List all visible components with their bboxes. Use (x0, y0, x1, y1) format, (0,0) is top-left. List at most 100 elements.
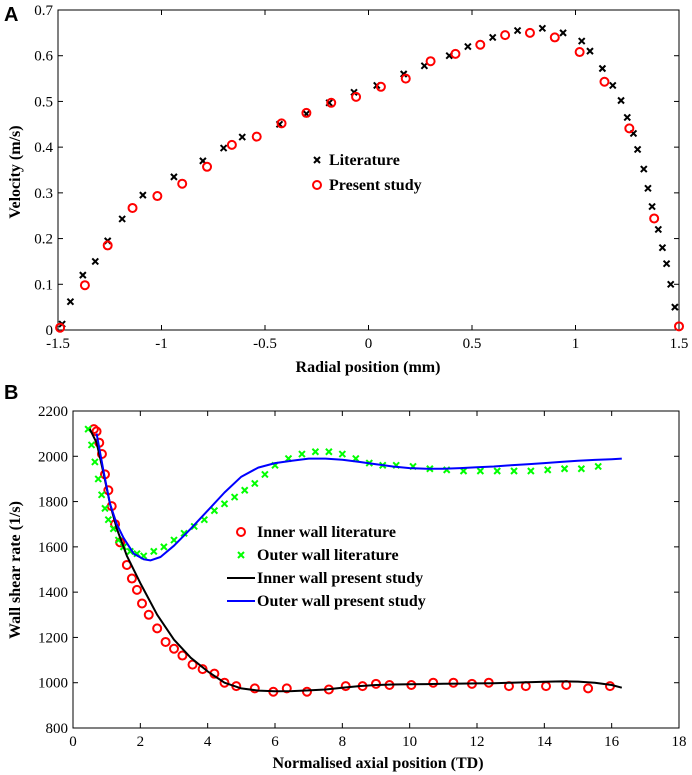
data-point-cross (648, 202, 656, 211)
data-point-circle (276, 118, 287, 129)
data-point-circle (371, 678, 381, 689)
data-point-cross (210, 506, 219, 515)
y-tick-label: 2200 (38, 404, 68, 420)
data-point-circle (599, 76, 610, 87)
data-point-cross (644, 184, 652, 192)
data-point-circle (219, 677, 230, 688)
data-point-cross (640, 165, 648, 173)
data-point-circle (351, 91, 362, 102)
data-point-circle (127, 202, 138, 213)
legend-label: Outer wall literature (257, 547, 399, 564)
data-point-circle (301, 686, 312, 697)
data-point-cross (101, 504, 109, 513)
data-point-cross (251, 479, 259, 488)
x-tick-label: 8 (339, 734, 347, 750)
data-point-cross (170, 536, 178, 544)
x-tick-label: 2 (137, 734, 145, 750)
series-present-study (55, 27, 684, 333)
data-point-circle (197, 664, 208, 675)
y-tick-label: 1200 (38, 630, 68, 646)
legend-label: Literature (329, 152, 400, 169)
data-point-cross (338, 450, 347, 458)
data-point-circle (475, 39, 486, 50)
data-point-cross (538, 24, 547, 32)
data-point-circle (524, 27, 535, 38)
y-tick-label: 1000 (38, 676, 68, 692)
legend-item: Present study (312, 177, 422, 194)
data-point-circle (326, 97, 337, 108)
legend-item: Literature (313, 152, 400, 169)
legend-label: Inner wall literature (257, 524, 396, 541)
data-point-cross (560, 465, 569, 473)
data-point-cross (464, 42, 472, 51)
data-point-circle (152, 191, 163, 202)
panel-b-x-axis-title: Normalised axial position (TD) (272, 755, 483, 772)
panel-a-letter: A (4, 4, 18, 26)
data-point-cross (261, 470, 269, 479)
data-point-cross (298, 450, 306, 458)
data-point-circle (160, 636, 171, 647)
data-point-cross (633, 145, 642, 154)
panel-b-y-axis-title: Wall shear rate (1/s) (7, 501, 24, 639)
data-point-cross (97, 491, 106, 499)
legend-item: Outer wall present study (227, 593, 426, 610)
data-point-circle (251, 131, 262, 142)
data-point-circle (674, 321, 684, 332)
data-point-cross (311, 448, 320, 456)
data-point-cross (220, 500, 229, 508)
data-point-cross (662, 260, 671, 268)
data-point-circle (137, 598, 148, 609)
data-point-cross (493, 467, 501, 475)
data-point-cross (87, 441, 96, 449)
data-point-cross (126, 547, 134, 556)
data-point-circle (624, 123, 635, 134)
data-point-circle (425, 56, 436, 67)
data-point-circle (400, 73, 411, 84)
data-point-circle (102, 240, 113, 251)
data-point-cross (658, 244, 667, 252)
legend-marker-swatch (236, 527, 246, 537)
data-point-cross (577, 465, 586, 473)
data-point-circle (301, 107, 312, 118)
panel-a-legend: Literature Present study (312, 152, 422, 194)
data-point-cross (609, 81, 617, 90)
panel-a-x-axis-title: Radial position (mm) (296, 359, 441, 376)
data-point-cross (488, 33, 497, 42)
data-point-circle (428, 677, 439, 688)
y-tick-label: 0.3 (34, 186, 53, 202)
series-line (88, 428, 623, 693)
data-point-circle (649, 213, 660, 224)
data-point-cross (325, 448, 333, 456)
x-tick-label: 14 (537, 734, 553, 750)
data-point-cross (66, 297, 75, 306)
y-tick-label: 0.2 (34, 232, 53, 248)
y-tick-label: 1400 (38, 585, 68, 601)
data-point-cross (543, 466, 552, 474)
x-tick-label: 1.5 (670, 336, 689, 352)
data-point-cross (150, 547, 158, 556)
data-point-cross (91, 458, 99, 466)
data-point-cross (240, 486, 249, 494)
y-tick-label: 0.5 (34, 94, 53, 110)
data-point-circle (583, 683, 594, 694)
data-point-circle (177, 178, 188, 189)
panel-b-letter: B (4, 382, 18, 404)
x-tick-label: 12 (470, 734, 485, 750)
data-point-cross (139, 191, 147, 199)
legend-marker-swatch (313, 156, 321, 164)
y-tick-label: 0.7 (34, 3, 53, 19)
data-point-cross (559, 29, 567, 37)
legend-item: Inner wall literature (236, 524, 396, 541)
data-point-cross (513, 26, 522, 35)
data-point-cross (104, 515, 113, 524)
data-point-cross (118, 215, 126, 223)
panel-a-y-axis-title: Velocity (m/s) (7, 125, 24, 218)
data-point-circle (187, 659, 198, 670)
data-point-circle (226, 139, 237, 150)
panel-b-plot-area: 0 2 4 6 8 10 12 14 16 18 800 1000 1200 1400 1600 1800 20… (38, 404, 687, 750)
data-point-cross (238, 133, 246, 141)
x-tick-label: 0.5 (463, 336, 482, 352)
data-point-circle (375, 81, 386, 92)
x-tick-label: -1 (155, 336, 168, 352)
panel-a-plot-area: -1.5 -1 -0.5 0 0.5 1 1.5 0 0.1 0.2 0.3 0.4 0.5 0.6 0.7 (34, 3, 688, 352)
